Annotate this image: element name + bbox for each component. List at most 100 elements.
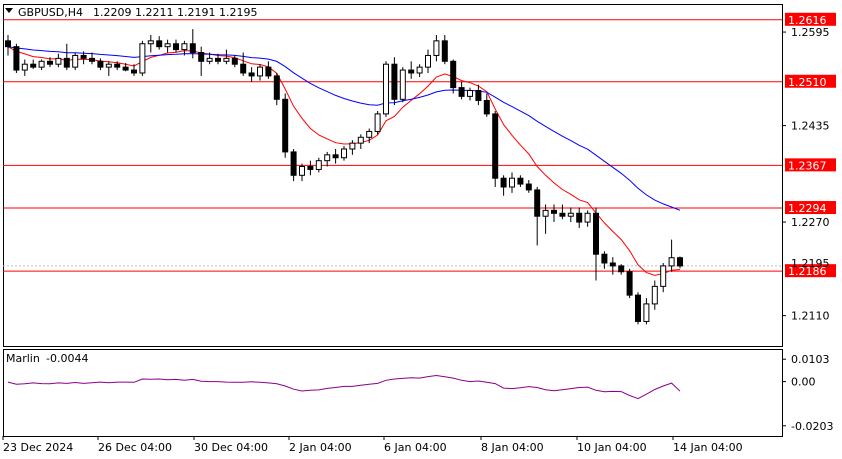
price-axis: 1.2595 1.2435 1.2270 1.2110 1.2195 0.0103 0.00… (782, 26, 833, 433)
candle-body (467, 90, 473, 97)
bullish-candle (164, 39, 171, 53)
indicator-name: Marlin (6, 352, 40, 365)
bearish-candle (450, 59, 457, 94)
candle-body (223, 57, 230, 62)
bullish-candle (315, 157, 322, 173)
candle-body (38, 60, 45, 68)
candle-body (618, 265, 625, 273)
indicator-value: -0.0044 (46, 352, 88, 365)
candle-body (584, 212, 591, 223)
candle-body (450, 60, 457, 89)
time-tick-label: 14 Jan 04:00 (673, 441, 743, 454)
bearish-candle (63, 43, 70, 71)
price-tick-label: 1.2270 (791, 216, 830, 229)
bearish-candle (189, 29, 196, 59)
candle-body (341, 148, 347, 159)
candle-body (97, 60, 104, 68)
candle-body (357, 136, 364, 144)
bearish-candle (114, 61, 121, 71)
collapse-triangle-icon[interactable] (5, 8, 13, 13)
candles (5, 29, 683, 325)
candle-body (635, 294, 641, 322)
candle-body (651, 285, 658, 305)
candle-body (660, 265, 667, 287)
candle-body (89, 57, 95, 62)
bearish-candle (559, 204, 566, 220)
indicator-header: Marlin -0.0044 (6, 352, 88, 365)
candle-body (391, 63, 398, 100)
bearish-candle (593, 207, 599, 281)
candle-body (290, 151, 297, 176)
level-tag-label: 1.2616 (788, 14, 827, 27)
candle-body (517, 177, 524, 185)
time-tick-label: 23 Dec 2024 (3, 441, 73, 454)
candle-body (324, 154, 331, 162)
bearish-candle (551, 204, 557, 223)
candle-body (332, 154, 339, 159)
level-tag-label: 1.2510 (788, 76, 827, 89)
candle-body (105, 63, 112, 68)
candle-body (475, 90, 482, 101)
slow-moving-average-line (7, 46, 681, 211)
bearish-candle (391, 57, 398, 106)
bearish-candle (601, 251, 608, 269)
level-tag (785, 264, 836, 278)
bearish-candle (500, 175, 507, 196)
bearish-candle (265, 61, 272, 79)
bullish-candle (374, 110, 381, 135)
bullish-candle (55, 53, 62, 68)
candle-body (576, 212, 583, 223)
candle-body (542, 209, 549, 217)
candle-body (47, 60, 53, 65)
oscillator-tick-label: -0.0203 (791, 420, 833, 433)
price-panel-frame (3, 4, 783, 347)
candle-body (139, 43, 146, 74)
bullish-candle (399, 67, 406, 103)
candle-body (30, 63, 37, 68)
candle-body (231, 57, 238, 65)
time-tick-label: 2 Jan 04:00 (289, 441, 352, 454)
bullish-candle (366, 128, 373, 144)
bearish-candle (215, 53, 221, 65)
candle-body (626, 271, 633, 296)
candle-body (492, 113, 499, 179)
level-tag (785, 74, 836, 88)
bullish-candle (467, 87, 473, 101)
candle-body (593, 212, 599, 255)
candle-body (366, 130, 373, 138)
candle-body (534, 189, 541, 217)
candle-body (156, 40, 163, 48)
time-tick-label: 6 Jan 04:00 (384, 441, 447, 454)
oscillator-tick-label: 0.0103 (791, 353, 830, 366)
bearish-candle (307, 160, 314, 176)
bearish-candle (97, 58, 104, 71)
candle-body (55, 57, 62, 65)
bullish-candle (584, 210, 591, 227)
candle-body (198, 52, 205, 62)
bearish-candle (198, 46, 205, 76)
bullish-candle (643, 298, 650, 325)
bearish-candle (273, 72, 280, 106)
candle-body (114, 63, 121, 68)
candle-body (567, 212, 574, 217)
time-tick-label: 8 Jan 04:00 (481, 441, 544, 454)
oscillator-line (7, 374, 681, 400)
bullish-candle (433, 34, 440, 62)
bearish-candle (290, 148, 297, 182)
bearish-candle (282, 93, 289, 158)
bullish-candle (357, 134, 364, 149)
bearish-candle (441, 34, 448, 65)
level-tag (785, 158, 836, 172)
bearish-candle (131, 64, 137, 76)
bearish-candle (517, 175, 524, 187)
bearish-candle (122, 63, 129, 72)
price-panel (3, 4, 783, 437)
price-tick-label: 1.2110 (791, 310, 830, 323)
bullish-candle (181, 40, 188, 56)
candle-body (21, 63, 28, 71)
bearish-candle (677, 256, 683, 269)
bearish-candle (240, 52, 247, 76)
candle-body (383, 63, 389, 115)
candle-body (181, 43, 188, 51)
bearish-candle (248, 67, 255, 82)
